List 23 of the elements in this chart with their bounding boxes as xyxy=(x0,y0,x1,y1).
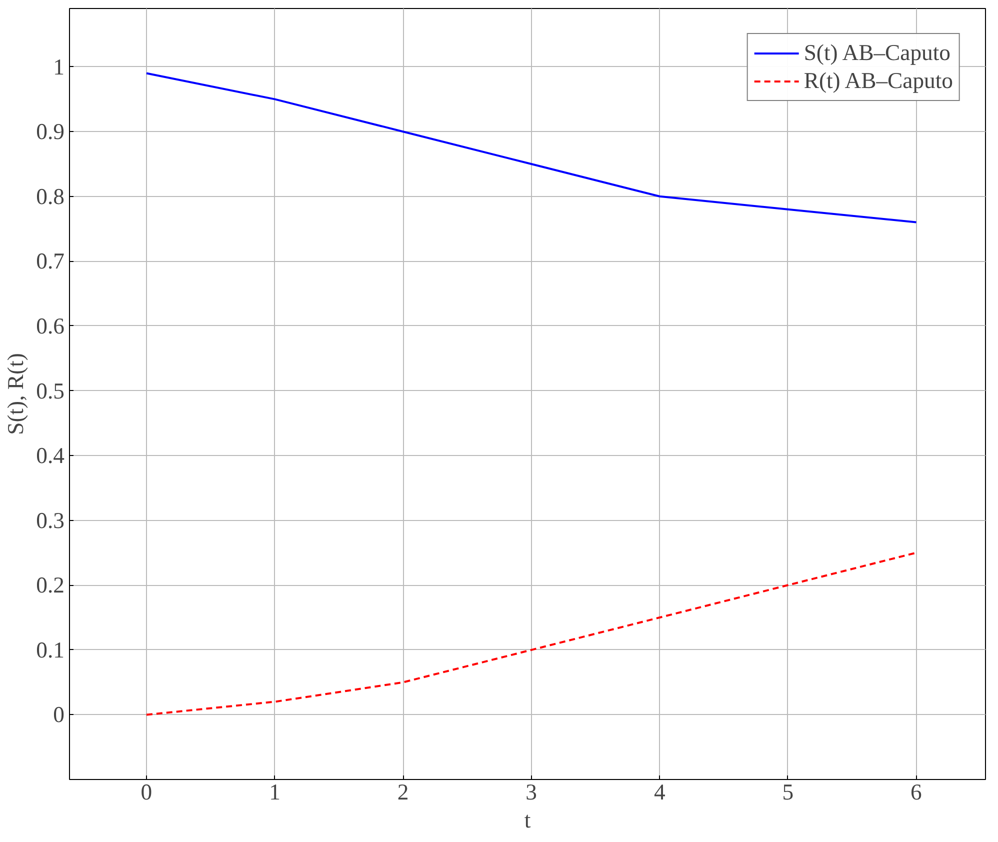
y-tick-label: 0.4 xyxy=(36,443,65,468)
legend-label: R(t) AB–Caputo xyxy=(804,68,953,94)
y-tick-label: 1 xyxy=(53,54,64,80)
x-tick-label: 2 xyxy=(397,780,409,804)
y-axis-title: S(t), R(t) xyxy=(3,353,28,435)
y-tick-label: 0.9 xyxy=(36,119,65,144)
y-tick-label: 0.2 xyxy=(36,572,65,598)
x-tick-label: 6 xyxy=(910,780,922,804)
x-tick-label: 3 xyxy=(526,780,538,804)
y-tick-label: 0.5 xyxy=(36,378,65,404)
x-tick-label: 1 xyxy=(269,780,280,804)
y-tick-label: 0.1 xyxy=(36,637,65,662)
x-axis-title: t xyxy=(524,808,532,832)
y-tick-label: 0.7 xyxy=(36,248,65,274)
y-tick-label: 0.8 xyxy=(36,184,65,209)
y-tick-label: 0 xyxy=(53,702,64,728)
legend-label: S(t) AB–Caputo xyxy=(804,40,950,66)
x-tick-label: 4 xyxy=(654,780,666,804)
x-tick-label: 0 xyxy=(140,780,152,804)
line-series xyxy=(145,552,918,716)
x-tick-label: 5 xyxy=(782,780,794,804)
y-tick-label: 0.3 xyxy=(36,508,65,533)
y-tick-label: 0.6 xyxy=(36,313,65,338)
